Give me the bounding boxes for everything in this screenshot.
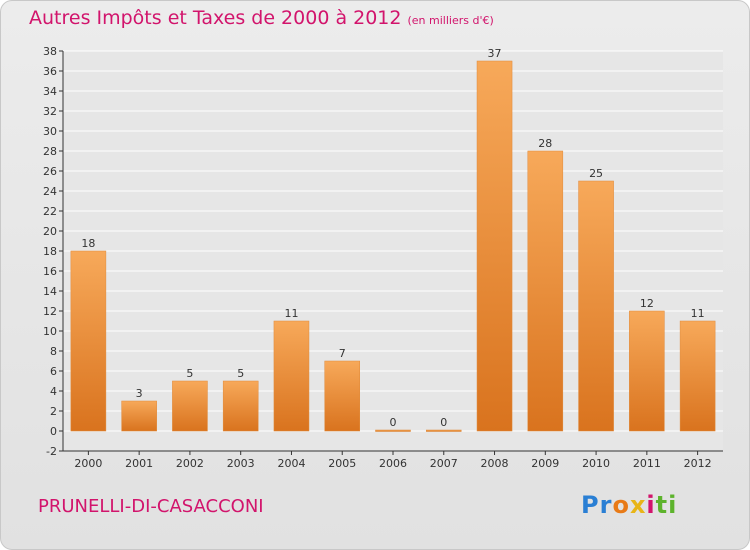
y-tick-label: 16 [43,265,57,278]
bar [375,429,411,432]
commune-name: PRUNELLI-DI-CASACCONI [38,496,264,517]
y-tick-label: 26 [43,165,57,178]
y-tick-label: 34 [43,85,57,98]
data-label: 25 [589,167,603,180]
x-tick-label: 2001 [125,457,153,470]
x-tick-label: 2007 [430,457,458,470]
y-tick-label: 36 [43,65,57,78]
y-tick-label: 22 [43,205,57,218]
logo-part: o [612,491,630,519]
y-tick-label: 4 [50,385,57,398]
y-tick-label: 24 [43,185,57,198]
proxiti-logo: Proxiti [581,491,677,519]
data-label: 12 [640,297,654,310]
x-tick-label: 2008 [481,457,509,470]
data-label: 0 [390,416,397,429]
chart-title: Autres Impôts et Taxes de 2000 à 2012 (en… [29,7,494,29]
bar [222,380,259,432]
x-tick-label: 2005 [328,457,356,470]
x-tick-label: 2002 [176,457,204,470]
bar [527,150,564,432]
y-tick-label: 8 [50,345,57,358]
data-label: 5 [237,367,244,380]
x-tick-label: 2011 [633,457,661,470]
bar [172,380,208,432]
y-tick-label: 32 [43,105,57,118]
bar [273,320,310,432]
data-label: 18 [81,237,95,250]
y-tick-label: 6 [50,365,57,378]
y-tick-label: 10 [43,325,57,338]
data-label: 11 [284,307,298,320]
bar [679,320,716,432]
bar [578,180,614,432]
data-label: 28 [538,137,552,150]
logo-part: i [646,491,656,519]
x-tick-label: 2012 [684,457,712,470]
y-tick-label: -2 [46,445,57,458]
bar [629,310,665,432]
logo-part: x [629,491,647,519]
data-label: 5 [186,367,193,380]
y-tick-label: 20 [43,225,57,238]
y-tick-label: 38 [43,45,57,58]
data-label: 11 [691,307,705,320]
chart-title-text: Autres Impôts et Taxes de 2000 à 2012 [29,7,402,29]
chart-subtitle: (en milliers d'€) [407,14,494,27]
y-tick-label: 28 [43,145,57,158]
x-tick-label: 2006 [379,457,407,470]
data-label: 37 [488,47,502,60]
x-tick-label: 2000 [74,457,102,470]
bar [426,429,462,432]
bar [121,400,157,432]
y-tick-label: 2 [50,405,57,418]
x-tick-label: 2009 [531,457,559,470]
bar [70,250,107,432]
data-label: 3 [136,387,143,400]
bar [476,60,513,432]
logo-part: ti [655,491,678,519]
logo-part: Pr [581,491,613,519]
data-label: 7 [339,347,346,360]
y-tick-label: 12 [43,305,57,318]
data-label: 0 [440,416,447,429]
x-tick-label: 2010 [582,457,610,470]
y-tick-label: 0 [50,425,57,438]
y-tick-label: 18 [43,245,57,258]
y-tick-label: 30 [43,125,57,138]
x-tick-label: 2003 [227,457,255,470]
y-tick-label: 14 [43,285,57,298]
x-tick-label: 2004 [277,457,305,470]
bar [324,360,360,432]
